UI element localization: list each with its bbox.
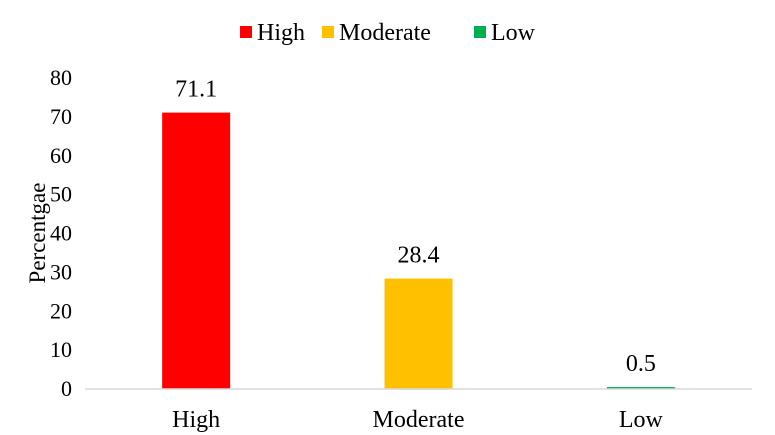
y-tick-label-0: 0 [61, 376, 72, 401]
bar-moderate [384, 278, 453, 389]
x-category-label-moderate: Moderate [373, 407, 465, 433]
data-label-moderate: 28.4 [398, 243, 440, 269]
y-tick-label-60: 60 [50, 143, 72, 168]
data-label-high: 71.1 [175, 77, 217, 103]
legend-swatch-low [474, 26, 486, 38]
x-category-label-low: Low [619, 407, 664, 433]
y-tick-label-10: 10 [50, 337, 72, 362]
bar-high [162, 112, 231, 389]
x-axis-categories: High Moderate Low [172, 407, 663, 433]
y-tick-label-80: 80 [50, 65, 72, 90]
data-label-low: 0.5 [626, 351, 656, 377]
legend-label-low: Low [491, 20, 536, 46]
y-axis-label: Percentgae [25, 183, 50, 284]
legend-item-moderate: Moderate [322, 20, 431, 46]
legend-swatch-moderate [322, 26, 334, 38]
legend: High Moderate Low [240, 20, 536, 46]
legend-item-low: Low [474, 20, 536, 46]
bars [162, 112, 675, 389]
y-axis-ticks: 0 10 20 30 40 50 60 70 80 [50, 65, 72, 401]
y-tick-label-50: 50 [50, 182, 72, 207]
y-tick-label-70: 70 [50, 104, 72, 129]
bar-low [606, 387, 675, 389]
x-category-label-high: High [172, 407, 220, 433]
legend-item-high: High [240, 20, 305, 46]
y-tick-label-40: 40 [50, 221, 72, 246]
legend-swatch-high [240, 26, 252, 38]
legend-label-moderate: Moderate [339, 20, 431, 46]
y-tick-label-30: 30 [50, 259, 72, 284]
legend-label-high: High [257, 20, 305, 46]
y-tick-label-20: 20 [50, 298, 72, 323]
data-labels: 71.1 28.4 0.5 [175, 77, 656, 377]
